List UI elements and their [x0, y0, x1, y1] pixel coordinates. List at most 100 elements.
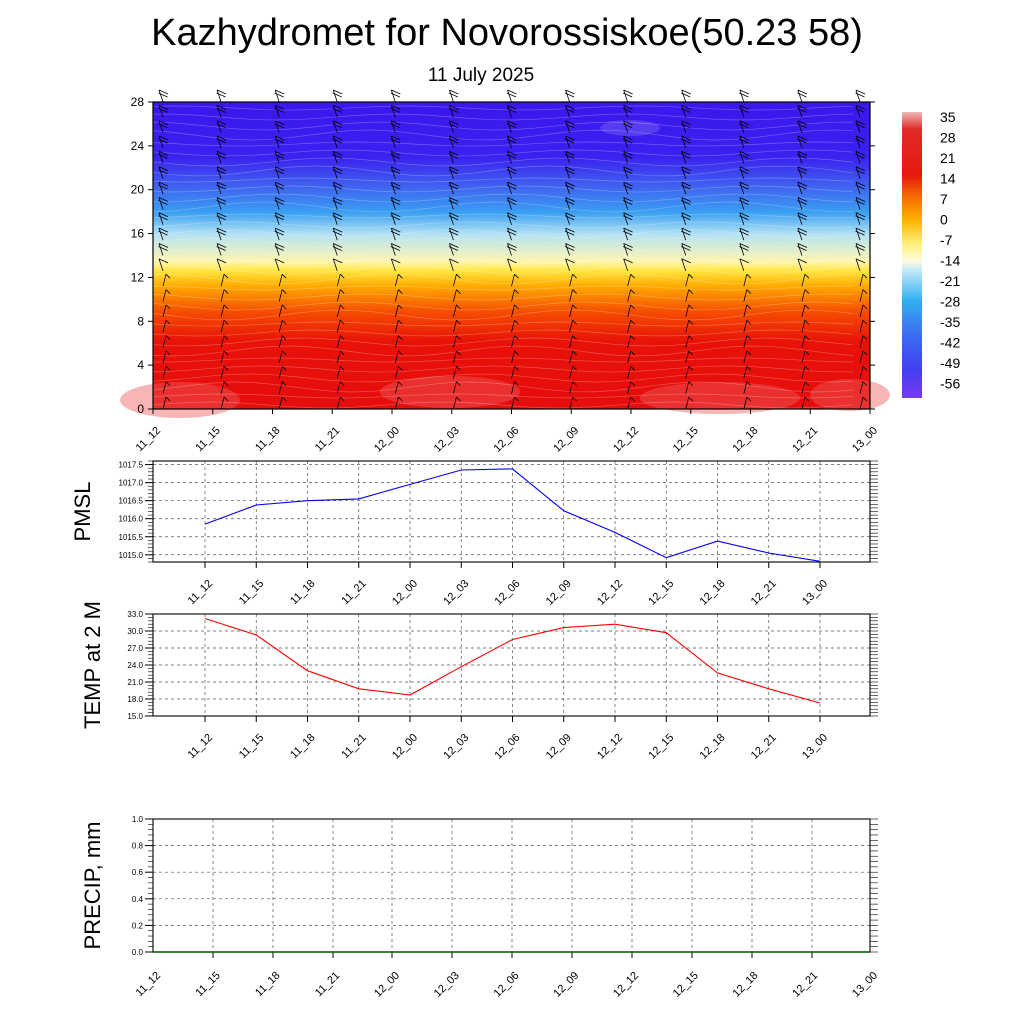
y-tick-label: 1017.0 [119, 479, 144, 488]
wind-barb [274, 166, 285, 179]
wind-barb [158, 89, 169, 103]
wind-barb [627, 366, 635, 379]
contour-line [152, 365, 853, 373]
wind-barb [564, 135, 575, 149]
x-tick-label: 12_18 [731, 970, 761, 1000]
x-tick-label: 12_00 [390, 732, 420, 762]
x-tick-label: 11_12 [186, 732, 216, 762]
y-tick-label: 1.0 [132, 815, 144, 824]
heatmap-x-label: 12_09 [551, 425, 581, 455]
wind-barb [859, 350, 868, 364]
wind-barb [801, 289, 810, 302]
contour-line [152, 141, 854, 147]
wind-barb [278, 396, 287, 410]
y-tick-label: 0.8 [132, 842, 144, 851]
wind-barb [564, 89, 575, 103]
wind-barb [332, 227, 343, 241]
wind-barb [859, 366, 868, 379]
wind-barb [855, 243, 866, 256]
wind-barb [216, 104, 227, 118]
wind-barb [511, 335, 519, 348]
wind-barb [220, 304, 229, 317]
x-tick-label: 12_18 [698, 732, 728, 762]
wind-barb [453, 335, 461, 348]
contour-line [152, 237, 854, 249]
wind-barb [623, 151, 633, 164]
wind-barb [216, 166, 227, 179]
wind-barb [448, 151, 459, 164]
panel-frame [152, 613, 871, 717]
wind-barb [216, 151, 227, 164]
wind-barb [332, 243, 343, 256]
x-tick-label: 12_00 [372, 970, 402, 1000]
wind-barb [627, 289, 635, 302]
wind-barb [506, 104, 517, 118]
wind-barb [390, 243, 401, 256]
colorbar-label: -21 [940, 273, 960, 289]
wind-barb [801, 319, 810, 333]
wind-barb [855, 89, 866, 103]
wind-barb [216, 197, 227, 210]
wind-barb [569, 289, 577, 302]
contour-line [152, 213, 854, 219]
wind-barb [511, 396, 519, 410]
wind-barb [564, 212, 575, 225]
wind-barb [453, 273, 461, 287]
wind-barb [278, 381, 287, 394]
wind-barb [332, 89, 343, 103]
heatmap-x-label: 12_15 [671, 425, 701, 455]
wind-barb [623, 166, 633, 179]
x-tick-label: 12_12 [611, 970, 641, 1000]
x-tick-label: 12_03 [432, 970, 462, 1000]
contour-line [152, 177, 854, 183]
x-tick-label: 12_15 [646, 578, 676, 608]
wind-barb [394, 396, 403, 410]
wind-barb [739, 212, 749, 225]
wind-barb [506, 212, 517, 225]
wind-barb [216, 243, 227, 256]
wind-barb [278, 335, 287, 348]
contour-line [152, 105, 854, 111]
wind-barb [158, 135, 169, 149]
contour-line [152, 185, 854, 193]
y-axis-label: PRECIP, mm [80, 822, 105, 950]
y-tick-label: 15.0 [127, 712, 143, 721]
wind-barb [274, 89, 285, 103]
heatmap-x-label: 12_00 [372, 425, 402, 455]
contour-line [152, 157, 854, 167]
wind-barb [739, 197, 749, 210]
wind-barb [797, 258, 808, 271]
wind-barb [506, 166, 517, 179]
wind-barb [797, 151, 808, 164]
wind-barb [685, 366, 694, 379]
wind-barb [448, 135, 459, 149]
wind-barb [681, 166, 691, 179]
x-tick-label: 12_03 [441, 732, 471, 762]
heatmap-x-label: 12_21 [790, 425, 820, 455]
wind-barb [278, 366, 287, 379]
wind-barb [453, 381, 461, 394]
wind-barb [162, 396, 171, 410]
wind-barb [739, 89, 749, 103]
wind-barb [623, 135, 633, 149]
wind-barb [797, 212, 808, 225]
x-tick-label: 12_12 [595, 732, 625, 762]
wind-barb [855, 120, 866, 133]
contour-line [152, 257, 854, 265]
wind-barb [743, 396, 752, 410]
wind-barb [797, 243, 808, 256]
wind-barb [681, 243, 691, 256]
wind-barb [623, 181, 633, 195]
x-tick-label: 12_03 [441, 578, 471, 608]
wind-barb [394, 289, 403, 302]
contour-line [152, 285, 853, 291]
wind-barb [506, 89, 517, 103]
wind-barb [448, 181, 459, 195]
wind-barb [394, 304, 403, 317]
x-tick-label: 12_09 [544, 578, 574, 608]
wind-barb [627, 350, 635, 364]
wind-barb [681, 181, 691, 195]
wind-barb [743, 289, 752, 302]
wind-barb [743, 350, 752, 364]
wind-barb [506, 151, 517, 164]
